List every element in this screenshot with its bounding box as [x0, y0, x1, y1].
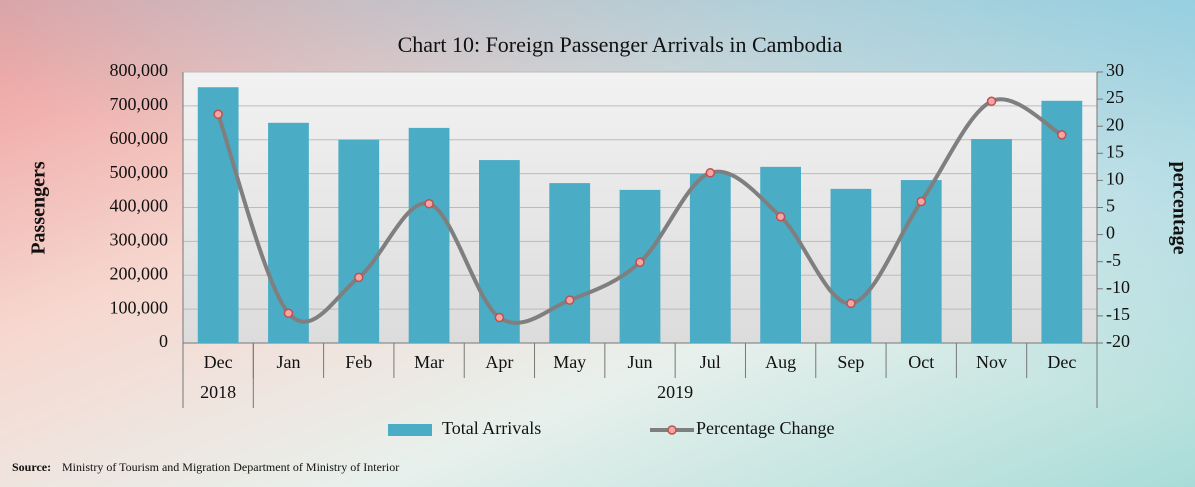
marker — [986, 96, 997, 107]
y-tick-label: 700,000 — [110, 94, 169, 114]
y2-tick-label: -5 — [1106, 250, 1121, 270]
x-tick-label: May — [553, 352, 586, 372]
marker — [494, 312, 505, 323]
marker — [424, 198, 434, 209]
y-axis-label: Passengers — [28, 161, 50, 255]
x-tick-label: Sep — [837, 352, 864, 372]
marker — [213, 109, 223, 120]
x-tick-label: Dec — [204, 352, 233, 372]
bar — [478, 160, 520, 343]
bar — [1041, 100, 1083, 343]
marker — [846, 298, 856, 309]
marker — [775, 211, 786, 222]
bar — [689, 173, 731, 343]
legend-label: Total Arrivals — [442, 418, 541, 438]
bar — [408, 127, 450, 343]
y2-axis-label: percentage — [1168, 162, 1190, 255]
y-tick-label: 0 — [159, 331, 168, 351]
group-label: 2019 — [657, 382, 693, 402]
legend-label: Percentage Change — [696, 418, 834, 438]
marker — [564, 295, 575, 305]
x-tick-label: Jul — [700, 352, 721, 372]
x-tick-label: Dec — [1047, 352, 1076, 372]
bar — [268, 122, 309, 343]
bar — [549, 183, 591, 343]
group-label: 2018 — [200, 382, 236, 402]
legend-marker — [667, 425, 677, 435]
y-tick-label: 600,000 — [110, 128, 169, 148]
x-tick-label: Aug — [765, 352, 796, 372]
y-tick-label: 500,000 — [110, 162, 169, 182]
marker — [283, 308, 294, 318]
y-tick-label: 200,000 — [110, 263, 169, 283]
y2-tick-label: -10 — [1106, 277, 1130, 297]
chart-title: Chart 10: Foreign Passenger Arrivals in … — [398, 32, 843, 57]
y2-tick-label: 10 — [1106, 169, 1124, 189]
marker — [705, 168, 716, 178]
x-tick-label: Mar — [414, 352, 444, 372]
y2-tick-label: 25 — [1106, 87, 1124, 107]
y2-tick-label: 5 — [1106, 196, 1115, 216]
y-tick-label: 300,000 — [110, 230, 169, 250]
x-tick-label: Nov — [976, 352, 1007, 372]
x-tick-label: Feb — [345, 352, 372, 372]
marker — [354, 272, 364, 283]
bar — [760, 166, 802, 343]
y2-tick-label: 30 — [1106, 60, 1124, 80]
marker — [635, 257, 645, 267]
x-tick-label: Apr — [485, 352, 513, 372]
x-tick-label: Jun — [627, 352, 652, 372]
source-label: Source: — [12, 460, 51, 474]
y2-tick-label: 0 — [1106, 223, 1115, 243]
y-tick-label: 100,000 — [110, 297, 169, 317]
x-tick-label: Jan — [276, 352, 300, 372]
marker — [916, 196, 926, 207]
bar — [197, 87, 239, 344]
y2-tick-label: -15 — [1106, 304, 1130, 324]
y-tick-label: 400,000 — [110, 196, 169, 216]
source-text: Ministry of Tourism and Migration Depart… — [62, 460, 399, 474]
bar — [971, 139, 1012, 343]
bar — [830, 188, 872, 343]
x-tick-label: Oct — [908, 352, 934, 372]
y2-tick-label: -20 — [1106, 331, 1130, 351]
bar — [338, 139, 380, 343]
y2-tick-label: 20 — [1106, 114, 1124, 134]
y-tick-label: 800,000 — [110, 60, 169, 80]
bar — [900, 180, 942, 343]
y2-tick-label: 15 — [1106, 141, 1124, 161]
marker — [1057, 130, 1067, 140]
legend-swatch — [388, 424, 432, 436]
